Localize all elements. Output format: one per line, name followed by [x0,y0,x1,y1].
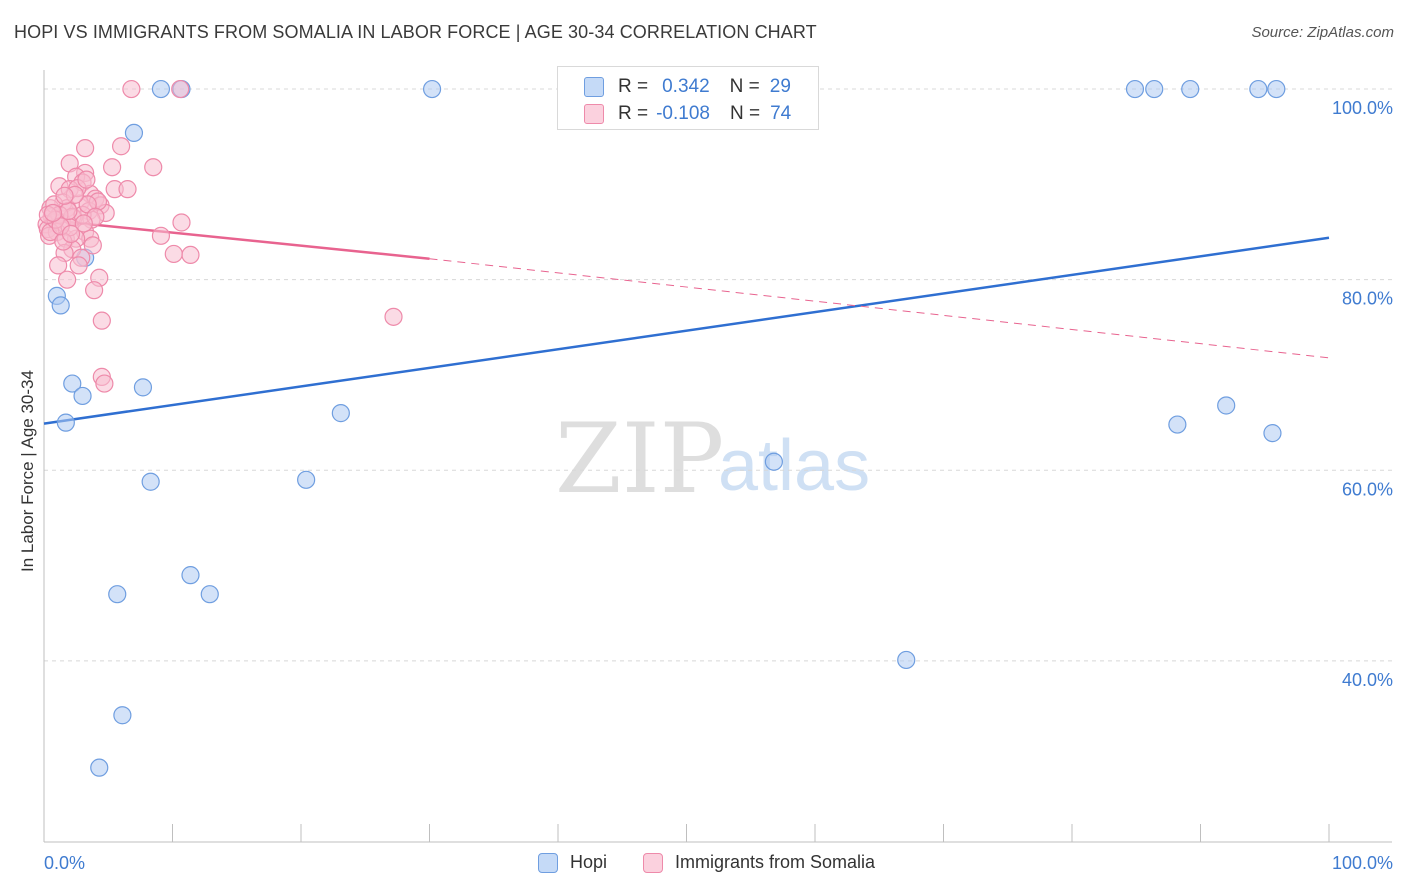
somalia-point [43,203,63,223]
somalia-r-label: R = [618,103,649,124]
hopi-point [897,650,916,670]
hopi-point [764,452,783,471]
somalia-n-label: N = [729,103,761,124]
somalia-point [171,79,190,99]
stats-legend: R = 0.342 N = 29 R = -0.108 N = 74 [557,66,819,130]
hopi-point [151,79,171,99]
somalia-point [92,311,111,330]
somalia-point [69,256,88,275]
somalia-point [49,256,68,275]
hopi-point [1263,424,1282,443]
hopi-point [297,470,316,489]
x-tick-label-max: 100.0% [1332,853,1393,873]
hopi-point [133,378,153,397]
hopi-point [181,566,200,585]
hopi-point [1181,79,1200,99]
hopi-point [422,79,442,99]
somalia-point [85,281,104,300]
hopi-point [1249,79,1268,99]
somalia-point [76,139,95,158]
watermark-atlas: atlas [718,426,870,506]
y-tick-label: 80.0% [1342,289,1393,309]
y-tick-label: 100.0% [1332,98,1393,118]
hopi-point [108,585,127,604]
somalia-point [164,244,183,264]
hopi-r-value: 0.342 [662,76,710,97]
hopi-point [124,123,144,143]
hopi-swatch [584,77,604,97]
legend-hopi-label: Hopi [570,852,608,872]
hopi-n-value: 29 [769,76,791,97]
somalia-r-value: -0.108 [656,103,710,124]
source-label: Source: ZipAtlas.com [1251,24,1394,41]
legend-somalia-label: Immigrants from Somalia [675,852,876,872]
somalia-point [111,137,131,156]
legend-somalia-swatch [643,852,663,873]
hopi-trendline-solid [43,236,1330,425]
stats-row-hopi: R = 0.342 N = 29 [558,74,791,100]
legend-hopi-swatch [538,852,558,873]
hopi-n-label: N = [729,76,760,97]
somalia-point [144,158,163,177]
somalia-point [83,236,102,255]
legend-item-hopi[interactable]: Hopi [538,852,607,873]
hopi-point [331,404,350,423]
somalia-point [61,224,81,244]
y-tick-label: 60.0% [1342,479,1393,499]
somalia-point [118,180,137,199]
somalia-point [384,307,403,326]
somalia-point [181,245,200,264]
hopi-point [73,386,92,406]
somalia-point [95,374,114,393]
somalia-trendline-dashed [429,258,1330,359]
watermark-zip: ZIP [555,403,724,515]
somalia-point [74,214,93,233]
chart-title: HOPI VS IMMIGRANTS FROM SOMALIA IN LABOR… [14,22,817,42]
hopi-point [1168,415,1187,434]
hopi-point [1267,79,1286,99]
y-tick-label: 40.0% [1342,670,1393,690]
bottom-legend: Hopi Immigrants from Somalia [0,852,1406,876]
somalia-trendline-solid [43,218,430,260]
hopi-r-label: R = [618,76,649,97]
hopi-point [141,472,160,491]
stats-row-somalia: R = -0.108 N = 74 [558,101,791,127]
hopi-point [113,706,132,725]
legend-item-somalia[interactable]: Immigrants from Somalia [643,852,875,873]
somalia-point [59,201,78,221]
somalia-point [58,270,77,289]
hopi-point [90,758,109,777]
hopi-point [1125,79,1145,99]
hopi-point [56,413,75,432]
somalia-point [172,213,191,232]
somalia-swatch [584,104,604,124]
somalia-point [151,226,171,245]
hopi-point [63,374,82,393]
somalia-point [55,186,74,205]
hopi-point [51,296,70,315]
x-tick-label-min: 0.0% [44,853,85,873]
hopi-point [200,585,219,604]
somalia-point [103,158,122,177]
hopi-point [1217,396,1236,415]
somalia-point [122,79,141,99]
hopi-point [1145,79,1164,99]
somalia-point [77,170,96,189]
y-axis-label: In Labor Force | Age 30-34 [18,370,37,572]
somalia-n-value: 74 [770,103,792,124]
